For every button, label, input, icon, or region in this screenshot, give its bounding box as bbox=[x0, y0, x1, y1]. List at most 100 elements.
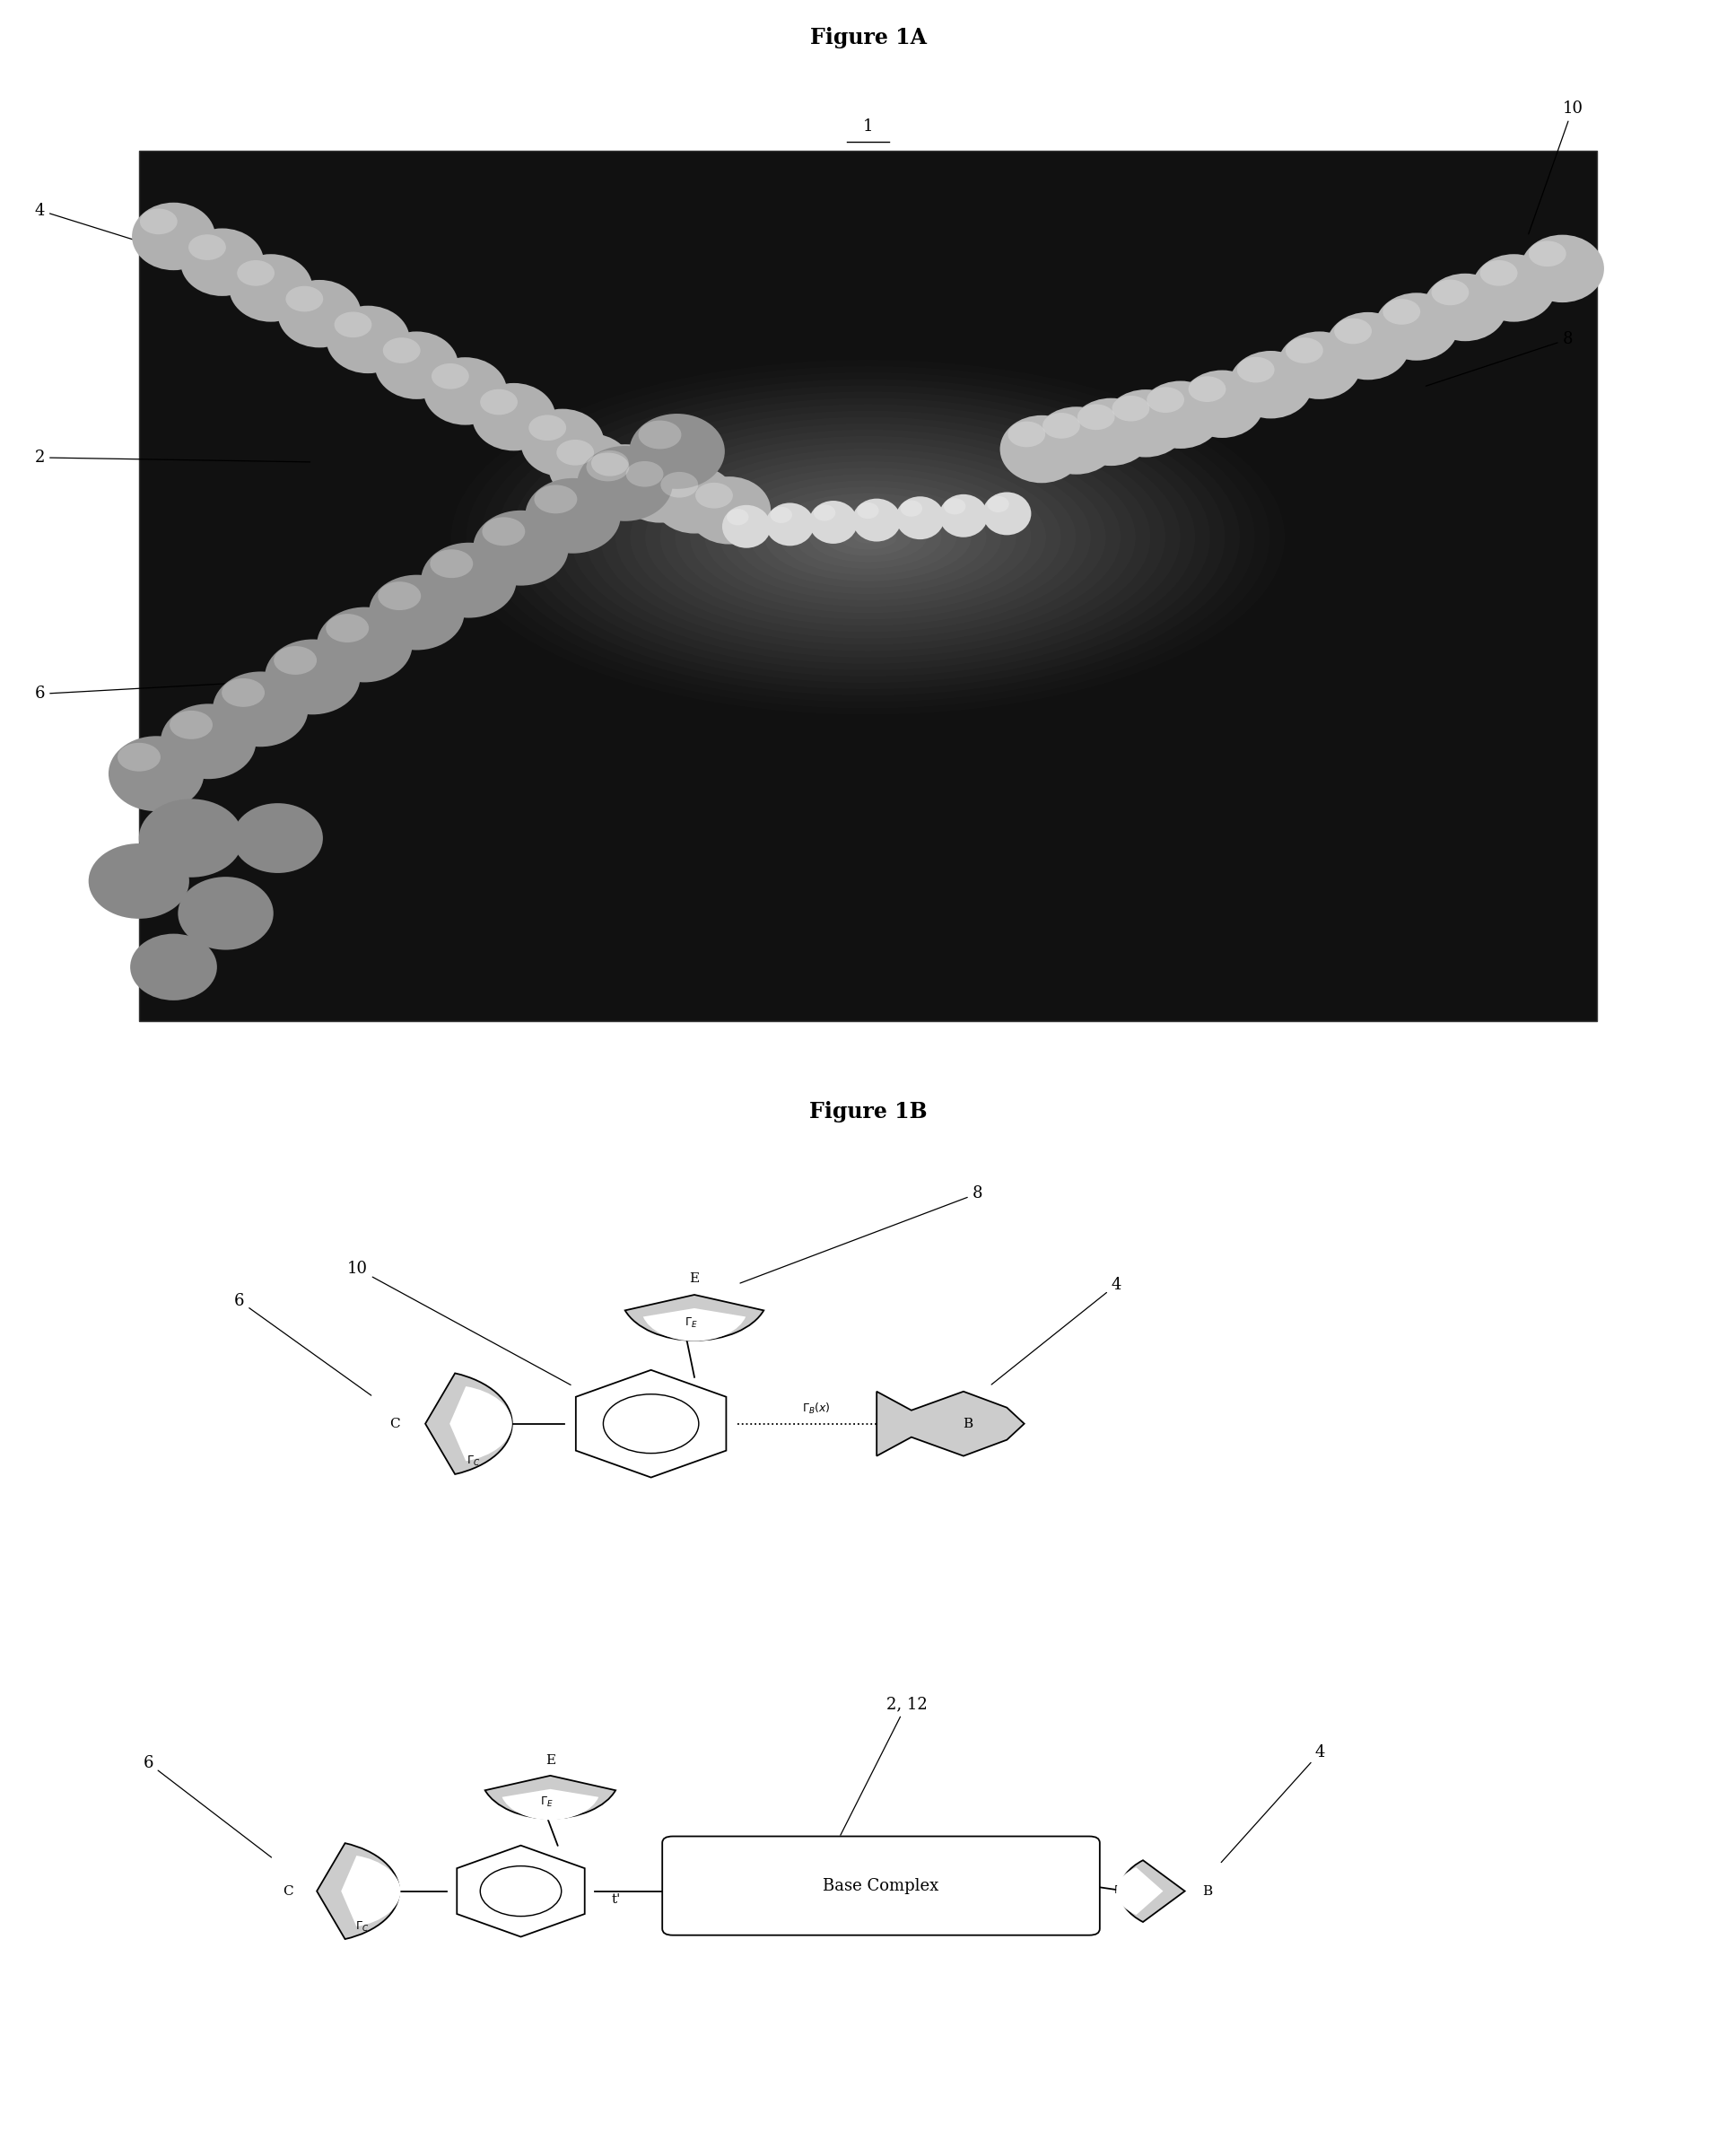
Ellipse shape bbox=[557, 441, 594, 466]
Ellipse shape bbox=[549, 434, 632, 501]
Ellipse shape bbox=[1043, 413, 1080, 438]
Wedge shape bbox=[625, 1294, 764, 1341]
Wedge shape bbox=[342, 1855, 401, 1928]
Ellipse shape bbox=[1384, 299, 1420, 324]
Wedge shape bbox=[425, 1373, 512, 1474]
Text: 2: 2 bbox=[35, 449, 311, 466]
Ellipse shape bbox=[627, 462, 663, 488]
Ellipse shape bbox=[1147, 387, 1184, 413]
Ellipse shape bbox=[646, 443, 1090, 632]
Ellipse shape bbox=[529, 415, 566, 441]
Ellipse shape bbox=[472, 383, 556, 451]
Ellipse shape bbox=[316, 606, 413, 683]
Ellipse shape bbox=[542, 398, 1194, 677]
Ellipse shape bbox=[1521, 234, 1604, 303]
Ellipse shape bbox=[179, 877, 274, 950]
Ellipse shape bbox=[766, 503, 814, 546]
Ellipse shape bbox=[368, 574, 465, 649]
Ellipse shape bbox=[422, 544, 517, 619]
Ellipse shape bbox=[170, 711, 212, 739]
Bar bbox=[139, 150, 1597, 1021]
Ellipse shape bbox=[838, 524, 898, 550]
Ellipse shape bbox=[727, 509, 748, 524]
Text: $\Gamma_B$: $\Gamma_B$ bbox=[1113, 1885, 1127, 1898]
Text: t': t' bbox=[611, 1893, 621, 1906]
Text: 8: 8 bbox=[1425, 331, 1573, 387]
Ellipse shape bbox=[616, 430, 1120, 645]
Text: 2, 12: 2, 12 bbox=[840, 1696, 927, 1835]
Wedge shape bbox=[318, 1844, 399, 1938]
Ellipse shape bbox=[858, 503, 878, 518]
Ellipse shape bbox=[601, 423, 1135, 651]
Ellipse shape bbox=[1326, 312, 1410, 380]
Ellipse shape bbox=[618, 456, 701, 522]
Ellipse shape bbox=[189, 234, 226, 260]
Ellipse shape bbox=[1035, 406, 1118, 475]
Ellipse shape bbox=[809, 511, 927, 563]
Ellipse shape bbox=[432, 363, 469, 389]
Ellipse shape bbox=[1278, 331, 1361, 400]
Ellipse shape bbox=[451, 359, 1285, 713]
Wedge shape bbox=[642, 1309, 746, 1341]
Ellipse shape bbox=[696, 484, 733, 509]
Ellipse shape bbox=[1189, 376, 1226, 402]
Ellipse shape bbox=[814, 505, 835, 520]
Ellipse shape bbox=[335, 312, 372, 337]
Ellipse shape bbox=[1335, 318, 1371, 344]
Text: B: B bbox=[1203, 1885, 1212, 1898]
Ellipse shape bbox=[229, 254, 312, 322]
Ellipse shape bbox=[212, 670, 309, 746]
Ellipse shape bbox=[939, 494, 988, 537]
Ellipse shape bbox=[139, 799, 243, 877]
Ellipse shape bbox=[705, 468, 1031, 606]
Ellipse shape bbox=[326, 615, 368, 643]
Ellipse shape bbox=[1286, 337, 1323, 363]
Ellipse shape bbox=[660, 449, 1076, 625]
Ellipse shape bbox=[1113, 395, 1149, 421]
Ellipse shape bbox=[630, 436, 1106, 638]
Ellipse shape bbox=[141, 208, 177, 234]
Text: $\Gamma_E$: $\Gamma_E$ bbox=[540, 1794, 554, 1809]
Ellipse shape bbox=[431, 550, 472, 578]
Ellipse shape bbox=[384, 337, 420, 363]
Ellipse shape bbox=[983, 492, 1031, 535]
Ellipse shape bbox=[630, 413, 726, 488]
Ellipse shape bbox=[576, 447, 672, 522]
Ellipse shape bbox=[779, 499, 957, 576]
Ellipse shape bbox=[1009, 421, 1045, 447]
Ellipse shape bbox=[771, 507, 792, 522]
Ellipse shape bbox=[483, 518, 524, 546]
Ellipse shape bbox=[326, 305, 410, 374]
Ellipse shape bbox=[585, 417, 1151, 658]
Ellipse shape bbox=[901, 501, 922, 516]
Wedge shape bbox=[1116, 1867, 1163, 1915]
Wedge shape bbox=[484, 1775, 616, 1818]
Wedge shape bbox=[450, 1386, 512, 1461]
Ellipse shape bbox=[535, 486, 576, 514]
Text: B: B bbox=[963, 1418, 972, 1429]
Ellipse shape bbox=[556, 404, 1180, 670]
Ellipse shape bbox=[238, 260, 274, 286]
Text: E: E bbox=[689, 1272, 700, 1285]
Ellipse shape bbox=[378, 582, 420, 610]
Ellipse shape bbox=[734, 481, 1002, 593]
Ellipse shape bbox=[118, 744, 160, 771]
Ellipse shape bbox=[661, 473, 698, 499]
Ellipse shape bbox=[424, 357, 507, 426]
Ellipse shape bbox=[1238, 357, 1274, 383]
Ellipse shape bbox=[1481, 260, 1517, 286]
Ellipse shape bbox=[264, 640, 361, 713]
Text: 6: 6 bbox=[35, 677, 345, 703]
FancyBboxPatch shape bbox=[663, 1835, 1101, 1934]
Wedge shape bbox=[1120, 1861, 1186, 1921]
Ellipse shape bbox=[583, 445, 667, 511]
Ellipse shape bbox=[1424, 273, 1507, 342]
Ellipse shape bbox=[278, 279, 361, 348]
Ellipse shape bbox=[720, 475, 1016, 600]
Ellipse shape bbox=[750, 488, 986, 587]
Ellipse shape bbox=[988, 496, 1009, 511]
Ellipse shape bbox=[944, 499, 965, 514]
Text: Figure 1A: Figure 1A bbox=[809, 26, 927, 49]
Ellipse shape bbox=[233, 804, 323, 872]
Ellipse shape bbox=[481, 372, 1255, 703]
